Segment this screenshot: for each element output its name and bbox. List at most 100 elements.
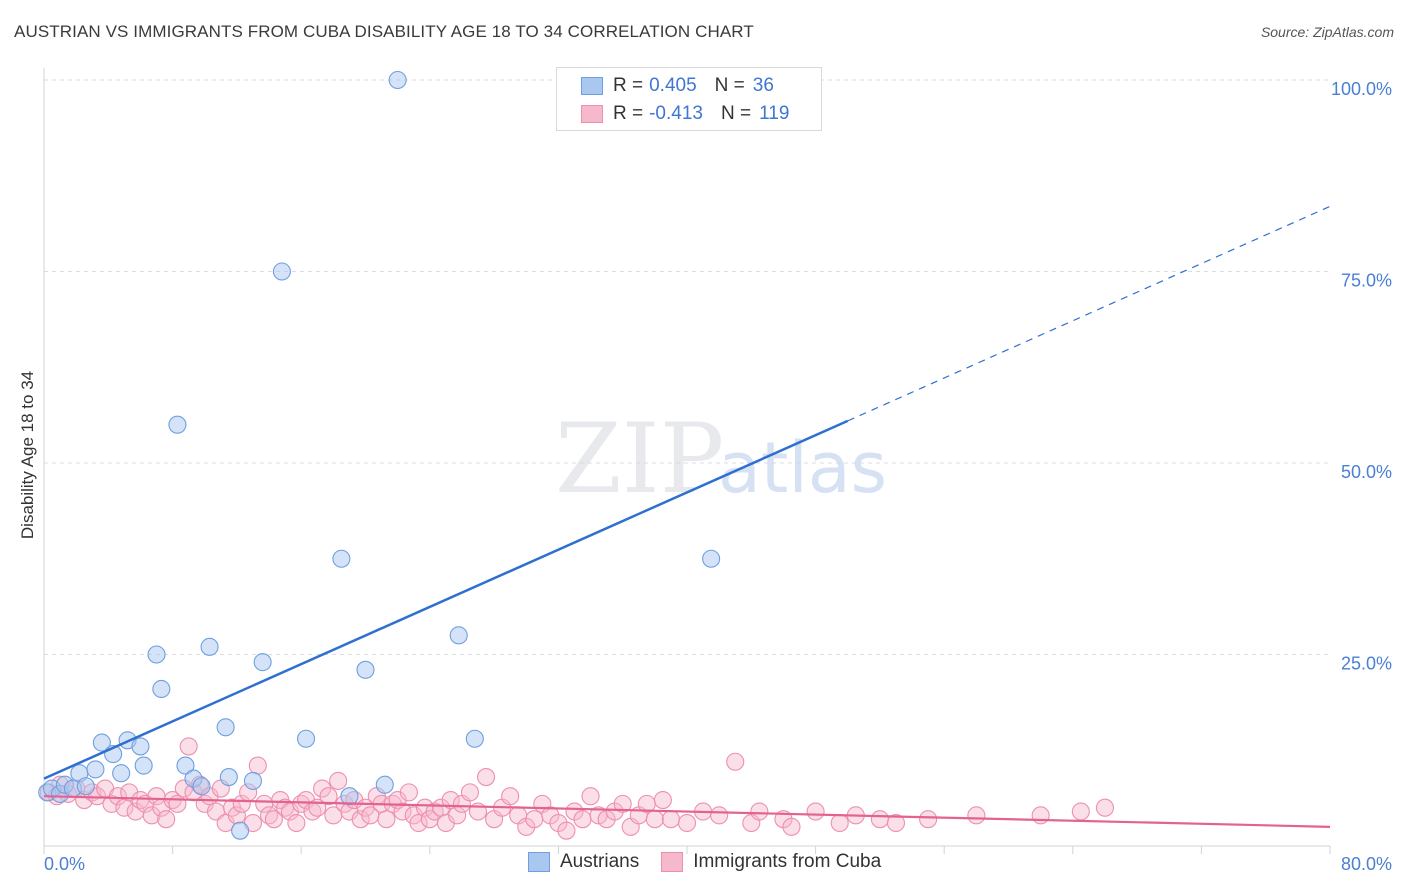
cuba-point	[557, 821, 576, 840]
austrian-point	[253, 653, 272, 672]
cuba-point	[886, 813, 906, 833]
cuba-point	[1031, 806, 1050, 825]
austrians-trend-line	[43, 419, 849, 780]
trend-lines	[43, 205, 1331, 828]
cuba-point	[287, 813, 306, 833]
correlation-legend: R = 0.405 N = 36 R = -0.413 N = 119	[556, 67, 822, 131]
cuba-point	[1095, 798, 1114, 817]
austrian-point	[134, 756, 153, 775]
austrian-point	[375, 775, 394, 794]
legend-row-cuba: R = -0.413 N = 119	[581, 100, 789, 128]
cuba-point	[409, 813, 428, 833]
cuba-point	[441, 790, 460, 810]
cuba-point	[525, 810, 544, 829]
cuba-point	[351, 810, 370, 829]
cuba-point	[613, 794, 632, 813]
austrian-point	[449, 626, 468, 645]
austrian-point	[332, 549, 351, 568]
cuba-point	[108, 787, 127, 806]
grid-lines	[44, 79, 1330, 655]
r-label: R =	[613, 75, 644, 96]
austrian-point	[168, 415, 187, 434]
austrian-point	[176, 756, 195, 775]
y-tick-label: 75.0%	[1341, 271, 1392, 291]
cuba-point	[179, 737, 198, 756]
austrian-point	[131, 737, 150, 756]
austrian-point	[702, 549, 721, 568]
y-tick-label: 25.0%	[1341, 654, 1392, 674]
austrian-point	[147, 645, 166, 664]
x-tick-label: 0.0%	[44, 854, 85, 874]
legend-row-austrians: R = 0.405 N = 36	[581, 72, 774, 100]
cuba-point	[750, 802, 769, 821]
source-label: Source: ZipAtlas.com	[1260, 24, 1394, 40]
legend-item-austrians[interactable]: Austrians	[528, 851, 639, 873]
austrians-swatch	[581, 77, 603, 95]
cuba-point	[415, 798, 435, 817]
cuba-point	[653, 790, 672, 810]
austrians-label: Austrians	[560, 851, 640, 872]
austrian-point	[86, 760, 105, 779]
cuba-point	[477, 768, 496, 787]
cuba-point	[726, 752, 745, 771]
austrian-point	[356, 660, 375, 679]
r-value-cuba: -0.413	[649, 103, 703, 124]
austrian-point	[112, 764, 131, 783]
austrian-point	[216, 718, 235, 737]
cuba-point	[710, 806, 729, 825]
austrian-point	[243, 771, 263, 790]
cuba-point	[248, 756, 267, 775]
austrian-point	[219, 768, 238, 787]
cuba-point	[1071, 802, 1090, 821]
austrian-point	[296, 729, 316, 748]
cuba-trend-line	[43, 795, 1331, 828]
austrian-point	[465, 729, 484, 748]
cuba-swatch	[581, 105, 603, 123]
axes	[43, 68, 1331, 854]
n-label: N =	[720, 103, 752, 124]
cuba-point	[264, 810, 283, 829]
cuba-point	[377, 810, 396, 829]
cuba-point	[581, 787, 600, 806]
cuba-point	[393, 802, 412, 821]
cuba-point	[645, 810, 664, 829]
watermark-zip: ZIP	[555, 403, 724, 515]
tick-labels: 25.0% 50.0% 75.0% 100.0% 0.0% 80.0%	[44, 79, 1392, 874]
austrian-point	[200, 637, 219, 656]
cuba-point	[806, 802, 825, 821]
austrian-point	[92, 733, 111, 752]
x-tick-label: 80.0%	[1341, 854, 1392, 874]
austrians-trend-extension	[847, 205, 1331, 422]
cuba-point	[677, 813, 697, 833]
n-label: N =	[714, 75, 745, 96]
series-legend: Austrians Immigrants from Cuba	[528, 851, 903, 873]
y-axis-label: Disability Age 18 to 34	[18, 371, 37, 539]
austrian-point	[388, 70, 407, 90]
cuba-point	[870, 810, 889, 829]
austrian-point	[231, 821, 250, 840]
y-tick-label: 100.0%	[1331, 79, 1392, 99]
r-label: R =	[613, 103, 644, 124]
cuba-swatch	[661, 852, 684, 872]
cuba-point	[661, 810, 680, 829]
cuba-label: Immigrants from Cuba	[693, 851, 882, 872]
chart-title: AUSTRIAN VS IMMIGRANTS FROM CUBA DISABIL…	[14, 22, 754, 41]
r-value-austrians: 0.405	[649, 75, 697, 96]
austrians-swatch	[528, 852, 550, 872]
n-value-cuba: 119	[759, 103, 790, 124]
cuba-point	[313, 779, 332, 798]
cuba-point	[168, 794, 187, 813]
legend-item-cuba[interactable]: Immigrants from Cuba	[661, 851, 881, 873]
cuba-point	[501, 787, 520, 806]
austrian-point	[272, 262, 291, 281]
y-tick-label: 50.0%	[1341, 462, 1392, 482]
cuba-point	[919, 810, 938, 829]
n-value-austrians: 36	[752, 75, 774, 96]
austrian-point	[76, 777, 95, 796]
austrian-points	[38, 70, 721, 840]
cuba-point	[573, 810, 592, 829]
austrian-point	[152, 679, 171, 699]
cuba-point	[157, 810, 176, 829]
cuba-point	[782, 817, 801, 836]
